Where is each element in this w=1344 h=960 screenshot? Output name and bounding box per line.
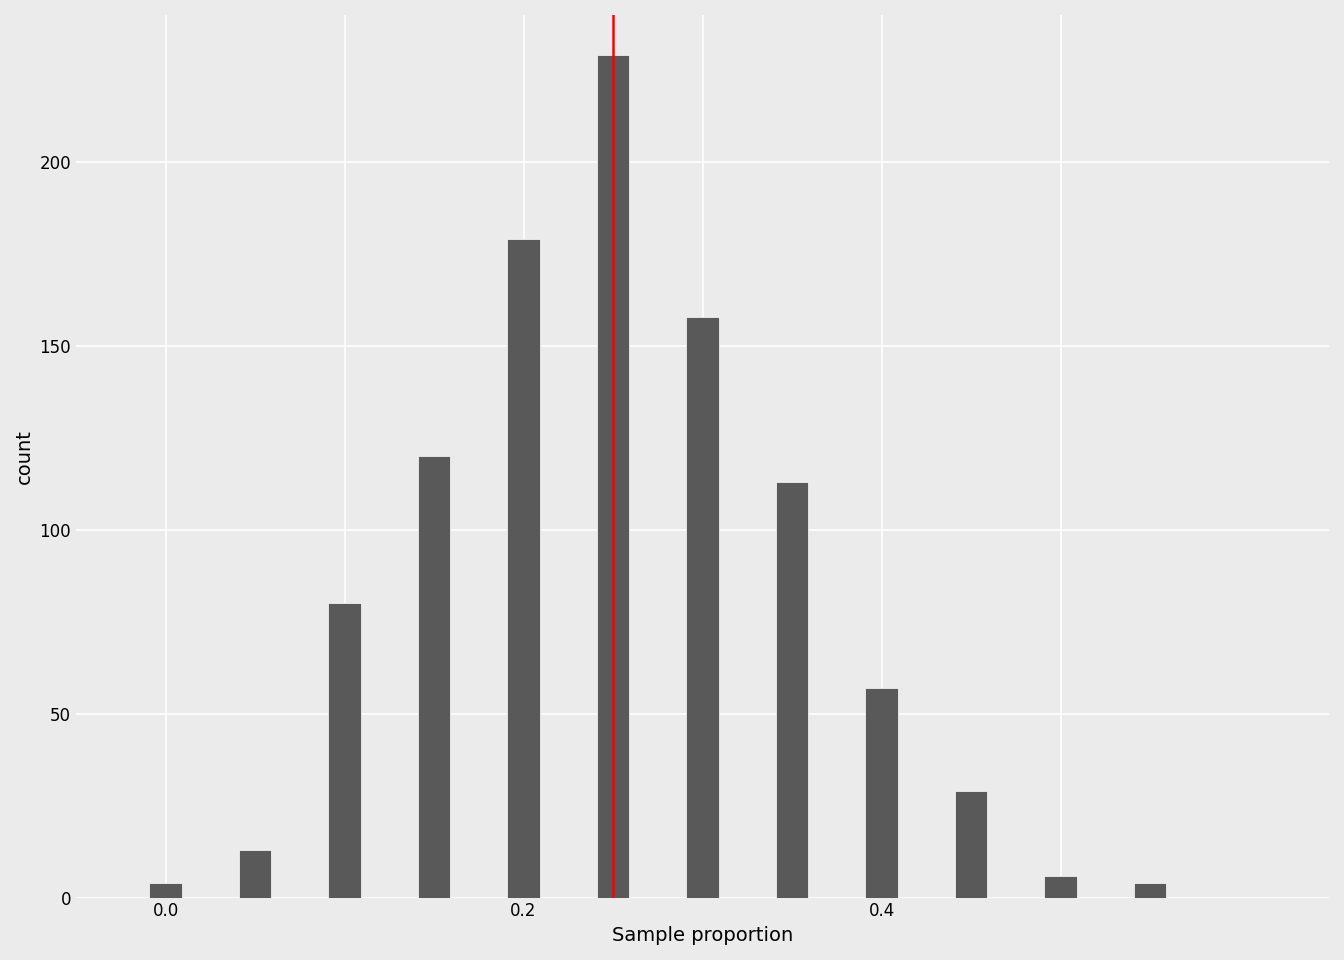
Bar: [866, 688, 898, 898]
X-axis label: Sample proportion: Sample proportion: [612, 926, 793, 945]
Bar: [1134, 883, 1167, 898]
Bar: [775, 482, 808, 898]
Bar: [418, 456, 450, 898]
Bar: [508, 239, 540, 898]
Bar: [954, 791, 986, 898]
Bar: [328, 604, 360, 898]
Bar: [149, 883, 181, 898]
Bar: [1044, 876, 1077, 898]
Bar: [597, 56, 629, 898]
Bar: [239, 850, 271, 898]
Y-axis label: count: count: [15, 429, 34, 484]
Bar: [687, 317, 719, 898]
